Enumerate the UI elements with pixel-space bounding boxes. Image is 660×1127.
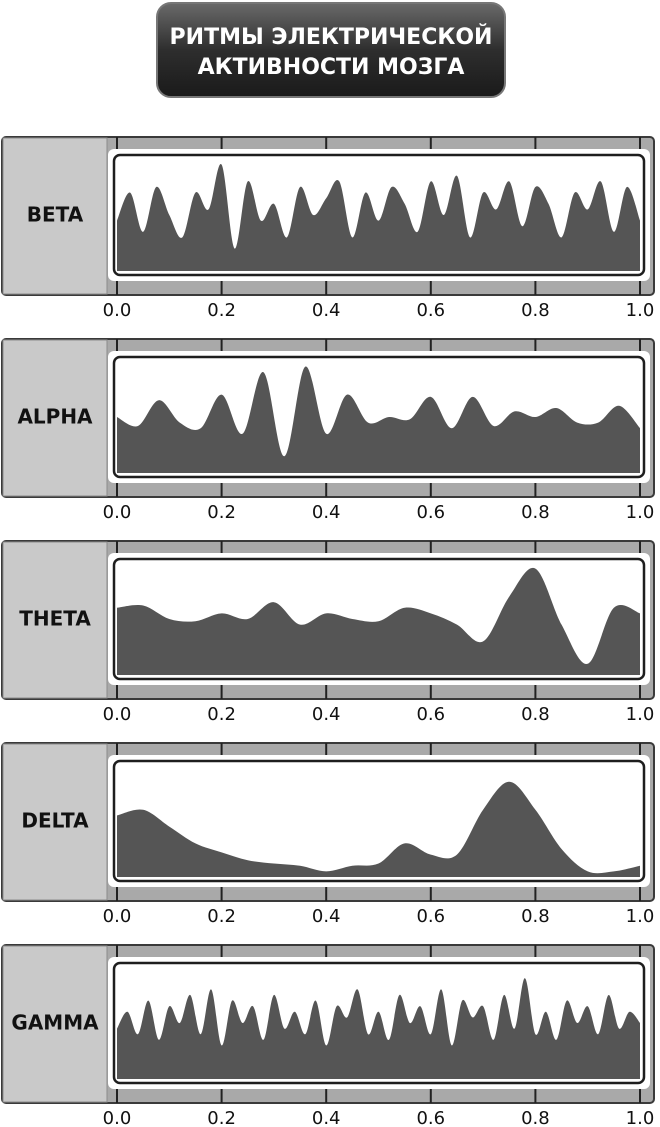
waveform-area [117, 567, 640, 675]
x-tick-label: 0.8 [521, 1108, 550, 1127]
x-tick-label: 1.0 [626, 502, 655, 523]
title-line: АКТИВНОСТИ МОЗГА [198, 55, 465, 80]
waveform-area [117, 366, 640, 473]
x-tick-label: 0.4 [312, 704, 341, 725]
panel-label: ALPHA [17, 405, 93, 429]
x-tick-label: 0.2 [207, 300, 236, 321]
title-box [156, 2, 506, 98]
label-area [2, 541, 108, 699]
x-tick-label: 0.0 [103, 704, 132, 725]
x-tick-label: 0.4 [312, 906, 341, 927]
x-tick-label: 0.8 [521, 300, 550, 321]
x-tick-label: 1.0 [626, 704, 655, 725]
x-tick-label: 0.6 [416, 704, 445, 725]
x-tick-label: 0.2 [207, 502, 236, 523]
x-tick-label: 0.4 [312, 300, 341, 321]
x-tick-label: 0.8 [521, 502, 550, 523]
x-tick-label: 0.0 [103, 502, 132, 523]
x-tick-label: 1.0 [626, 906, 655, 927]
label-area [2, 339, 108, 497]
x-tick-label: 0.8 [521, 906, 550, 927]
label-area [2, 945, 108, 1103]
waveform-area [117, 163, 640, 271]
x-tick-label: 0.2 [207, 704, 236, 725]
x-tick-label: 1.0 [626, 1108, 655, 1127]
panel-label: DELTA [21, 809, 89, 833]
x-tick-label: 0.6 [416, 906, 445, 927]
x-tick-label: 0.2 [207, 1108, 236, 1127]
x-tick-label: 1.0 [626, 300, 655, 321]
x-tick-label: 0.8 [521, 704, 550, 725]
label-area [2, 137, 108, 295]
waveform-area [117, 978, 640, 1079]
panel-label: BETA [27, 203, 84, 227]
title-line: РИТМЫ ЭЛЕКТРИЧЕСКОЙ [170, 24, 493, 50]
x-tick-label: 0.4 [312, 1108, 341, 1127]
x-tick-label: 0.0 [103, 1108, 132, 1127]
label-area [2, 743, 108, 901]
x-tick-label: 0.6 [416, 502, 445, 523]
panel-label: THETA [19, 607, 91, 631]
x-tick-label: 0.0 [103, 906, 132, 927]
x-tick-label: 0.6 [416, 300, 445, 321]
x-tick-label: 0.4 [312, 502, 341, 523]
x-tick-label: 0.6 [416, 1108, 445, 1127]
x-tick-label: 0.0 [103, 300, 132, 321]
x-tick-label: 0.2 [207, 906, 236, 927]
waveform-area [117, 781, 640, 877]
panel-label: GAMMA [11, 1011, 99, 1035]
